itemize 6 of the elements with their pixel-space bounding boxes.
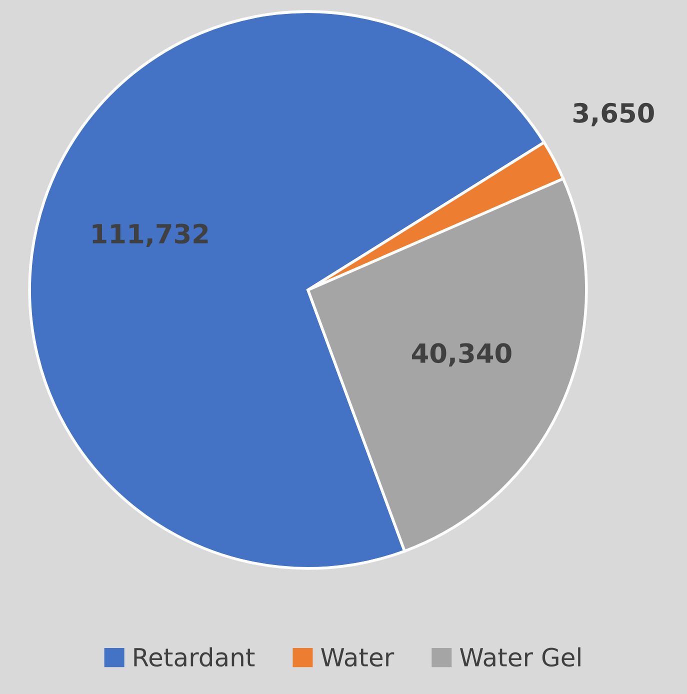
legend-label: Retardant — [134, 647, 255, 667]
data-label: 111,732 — [92, 224, 208, 248]
data-label: 40,340 — [412, 343, 512, 366]
legend-label: Water — [321, 648, 394, 667]
data-label: 3,650 — [574, 102, 654, 126]
legend-label: Water Gel — [460, 647, 580, 667]
